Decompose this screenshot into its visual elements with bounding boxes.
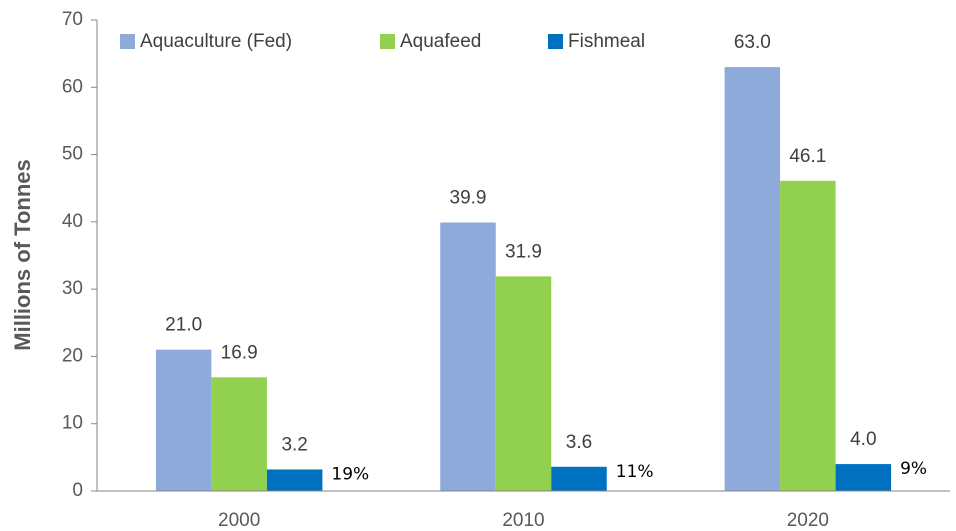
y-tick-label: 0 bbox=[72, 480, 83, 501]
bar bbox=[495, 276, 552, 491]
y-tick-label: 50 bbox=[62, 144, 83, 165]
x-tick-label: 2010 bbox=[502, 510, 544, 531]
bar bbox=[724, 67, 781, 491]
legend-label: Aquaculture (Fed) bbox=[140, 31, 292, 52]
legend-swatch bbox=[380, 34, 395, 49]
value-label: 3.2 bbox=[281, 434, 307, 455]
bar bbox=[551, 466, 607, 491]
y-tick-label: 20 bbox=[62, 345, 83, 366]
value-label: 16.9 bbox=[221, 342, 258, 363]
legend-label: Fishmeal bbox=[568, 31, 645, 52]
y-tick-label: 10 bbox=[62, 413, 83, 434]
bar bbox=[211, 377, 267, 491]
value-label: 4.0 bbox=[850, 429, 876, 450]
value-label: 21.0 bbox=[165, 315, 202, 336]
y-tick-label: 70 bbox=[62, 9, 83, 30]
y-tick-label: 40 bbox=[62, 211, 83, 232]
legend-swatch bbox=[548, 34, 563, 49]
legend-swatch bbox=[120, 34, 135, 49]
x-tick-label: 2000 bbox=[218, 510, 260, 531]
y-axis-label: Millions of Tonnes bbox=[10, 159, 35, 350]
bar bbox=[440, 222, 496, 491]
percent-label: 11% bbox=[616, 462, 654, 482]
value-label: 63.0 bbox=[734, 32, 771, 53]
value-label: 46.1 bbox=[789, 146, 826, 167]
bar bbox=[835, 464, 892, 491]
bar bbox=[780, 180, 836, 491]
percent-label: 19% bbox=[331, 464, 369, 484]
x-tick-label: 2020 bbox=[787, 510, 829, 531]
percent-label: 9% bbox=[900, 459, 927, 479]
bar bbox=[155, 349, 212, 491]
value-label: 31.9 bbox=[505, 241, 542, 262]
y-tick-label: 30 bbox=[62, 278, 83, 299]
y-tick-label: 60 bbox=[62, 76, 83, 97]
value-label: 3.6 bbox=[566, 432, 592, 453]
legend-label: Aquafeed bbox=[400, 31, 481, 52]
bar bbox=[266, 469, 323, 491]
value-label: 39.9 bbox=[450, 188, 487, 209]
